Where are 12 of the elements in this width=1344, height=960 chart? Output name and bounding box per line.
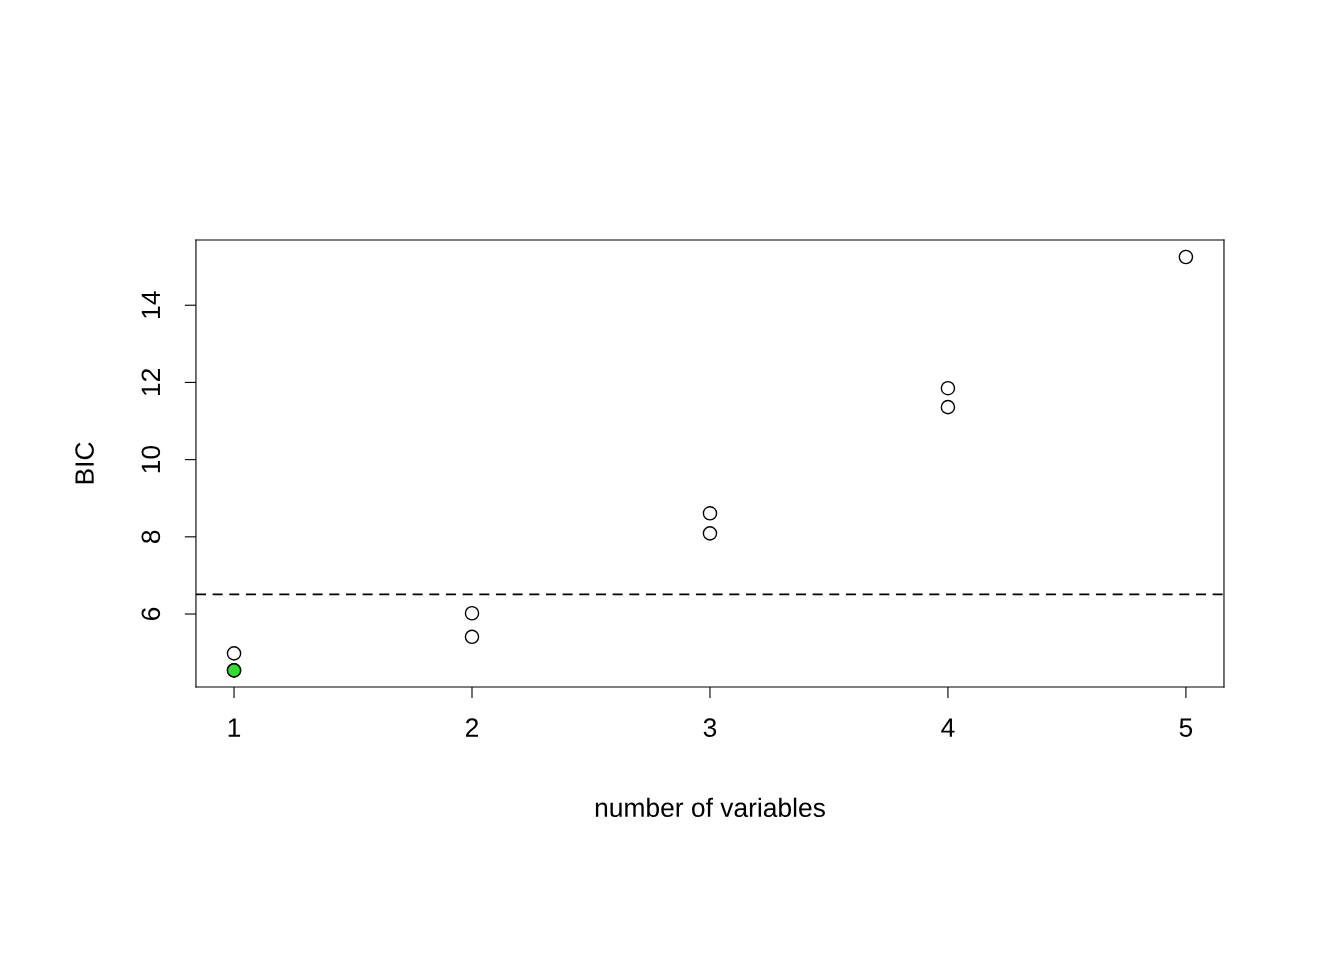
x-tick-label: 3 — [703, 718, 717, 737]
x-tick-label: 2 — [465, 718, 479, 737]
x-axis-title: number of variables — [595, 797, 825, 818]
y-axis-title: BIC — [75, 442, 94, 484]
x-tick-label: 4 — [941, 718, 955, 737]
x-tick-label: 5 — [1179, 718, 1193, 737]
x-tick-label: 1 — [228, 718, 241, 737]
y-tick-label: 6 — [141, 607, 161, 621]
y-tick-label: 14 — [141, 291, 160, 318]
y-tick-label: 10 — [141, 445, 161, 473]
y-tick-label: 8 — [141, 530, 161, 544]
y-tick-label: 12 — [141, 369, 160, 396]
